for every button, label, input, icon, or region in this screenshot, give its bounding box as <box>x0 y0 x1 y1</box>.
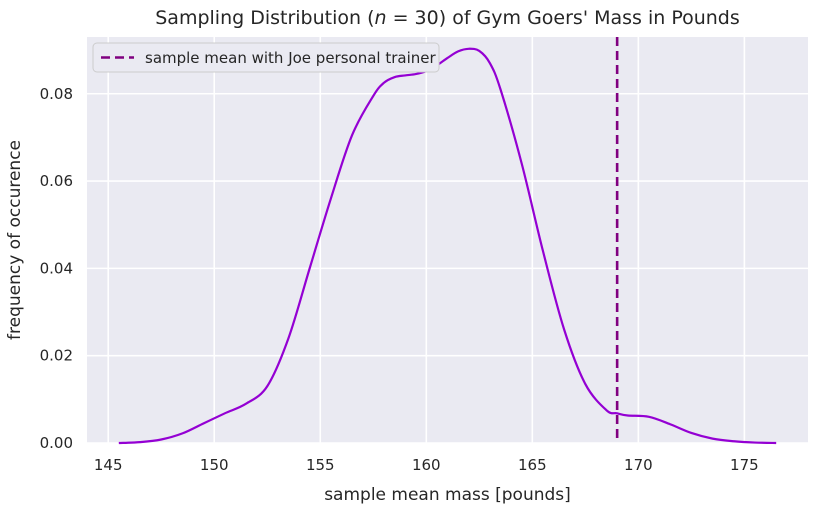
title-suffix: ) of Gym Goers' Mass in Pounds <box>439 7 740 29</box>
title-equation: = 30 <box>387 7 439 29</box>
y-tick-label: 0.08 <box>40 85 73 103</box>
chart-title: Sampling Distribution (n = 30) of Gym Go… <box>155 7 740 29</box>
legend-entry-vline: sample mean with Joe personal trainer <box>145 49 436 67</box>
x-tick-label: 155 <box>306 456 335 474</box>
title-prefix: Sampling Distribution ( <box>155 7 374 29</box>
title-variable: n <box>375 7 387 29</box>
x-tick-label: 175 <box>730 456 759 474</box>
x-axis-label: sample mean mass [pounds] <box>324 485 571 505</box>
plot-background <box>87 37 808 443</box>
y-tick-label: 0.00 <box>40 434 73 452</box>
x-tick-label: 145 <box>94 456 123 474</box>
y-tick-label: 0.06 <box>40 172 73 190</box>
y-tick-label: 0.02 <box>40 347 73 365</box>
x-tick-label: 165 <box>518 456 547 474</box>
legend: sample mean with Joe personal trainer <box>93 43 439 72</box>
x-tick-label: 170 <box>624 456 653 474</box>
x-tick-label: 160 <box>412 456 441 474</box>
y-tick-label: 0.04 <box>40 259 73 277</box>
x-tick-label: 150 <box>200 456 229 474</box>
y-axis-label: frequency of occurence <box>5 140 25 340</box>
